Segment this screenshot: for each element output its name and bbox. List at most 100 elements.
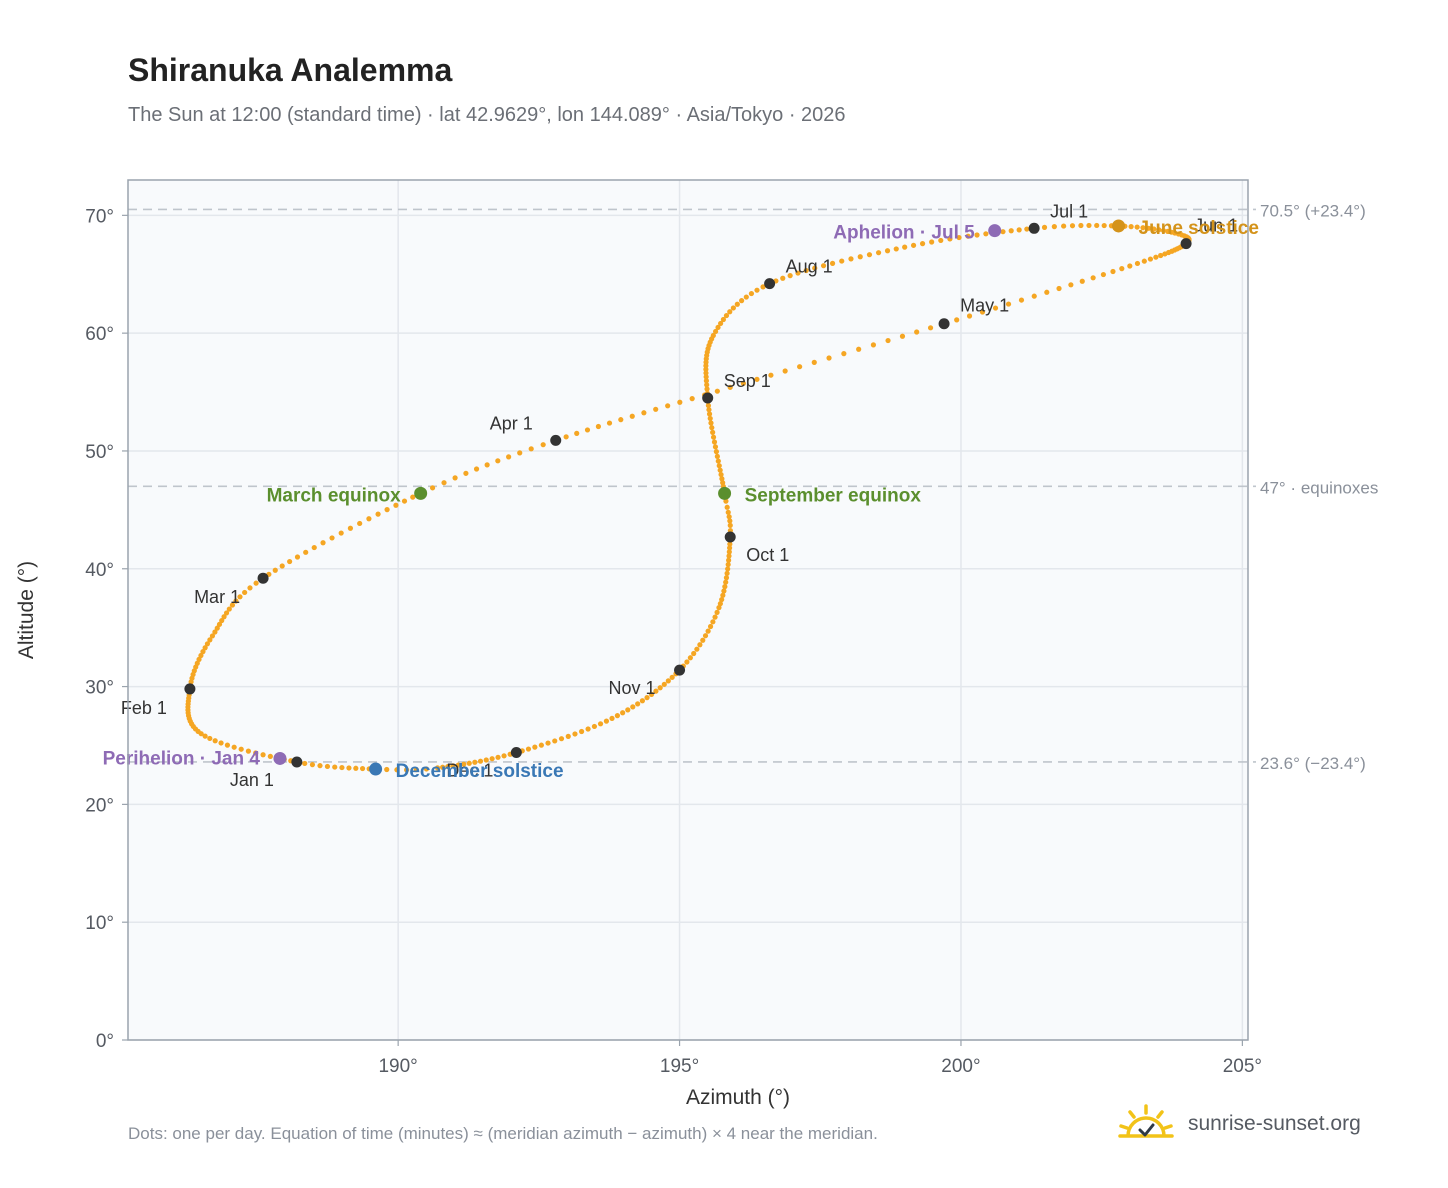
y-tick-label: 70° xyxy=(85,206,114,227)
daily-sun-dot xyxy=(1165,228,1171,234)
daily-sun-dot xyxy=(532,744,538,750)
daily-sun-dot xyxy=(710,619,716,625)
daily-sun-dot xyxy=(229,602,236,608)
daily-sun-dot xyxy=(724,504,730,510)
daily-sun-dot xyxy=(403,767,410,773)
daily-sun-dot xyxy=(927,325,934,331)
daily-sun-dot xyxy=(726,557,732,563)
daily-sun-dot xyxy=(954,317,960,323)
month-label: Apr 1 xyxy=(490,413,533,433)
daily-sun-dot xyxy=(1147,256,1154,262)
daily-sun-dot xyxy=(914,329,920,335)
event-label: June solstice xyxy=(1139,218,1259,239)
daily-sun-dot xyxy=(938,237,944,244)
daily-sun-dot xyxy=(463,470,469,476)
daily-sun-dot xyxy=(384,766,390,773)
daily-sun-dot xyxy=(754,376,760,382)
month-marker xyxy=(1180,238,1192,250)
daily-sun-dot xyxy=(219,617,225,624)
daily-sun-dot xyxy=(653,688,659,694)
sun-icon xyxy=(1118,1104,1174,1138)
y-tick-label: 40° xyxy=(85,560,114,581)
x-tick-label: 200° xyxy=(941,1056,980,1077)
daily-sun-dot xyxy=(473,466,480,472)
y-tick-label: 50° xyxy=(85,442,114,463)
daily-sun-dot xyxy=(884,248,891,254)
daily-sun-dot xyxy=(597,721,604,727)
brand[interactable]: sunrise-sunset.org xyxy=(1118,1102,1361,1146)
daily-sun-dot xyxy=(384,507,390,513)
reference-lines: 70.5° (+23.4°) 47° · equinoxes 23.6° (−23.… xyxy=(128,201,1378,773)
daily-sun-dot xyxy=(715,324,721,331)
daily-sun-dot xyxy=(1000,229,1006,235)
daily-sun-dot xyxy=(718,320,724,327)
daily-sun-dot xyxy=(287,558,293,565)
daily-sun-dot xyxy=(811,359,817,365)
event-label: March equinox xyxy=(267,485,402,506)
daily-sun-dot xyxy=(727,384,733,390)
daily-sun-dot xyxy=(725,509,731,515)
daily-sun-dot xyxy=(703,370,709,376)
y-tick-label: 20° xyxy=(85,795,114,816)
daily-sun-dot xyxy=(214,625,220,631)
event-marker xyxy=(988,224,1002,238)
daily-sun-dot xyxy=(332,764,338,770)
daily-sun-dot xyxy=(1041,224,1048,230)
daily-sun-dot xyxy=(393,502,399,508)
plot-area xyxy=(128,180,1248,1040)
daily-sun-dot xyxy=(721,588,727,594)
daily-sun-dot xyxy=(218,740,224,746)
daily-sun-dot xyxy=(237,594,243,600)
daily-sun-dot xyxy=(245,748,252,754)
month-marker xyxy=(938,318,950,330)
daily-sun-dot xyxy=(723,312,730,319)
markers: Jan 1 Feb 1 Mar 1 Apr 1 May 1 Jun 1 Jul 1 Aug 1… xyxy=(103,201,1259,790)
daily-sun-dot xyxy=(885,337,891,344)
month-marker xyxy=(257,572,269,584)
daily-sun-dot xyxy=(720,316,727,323)
daily-sun-dot xyxy=(1151,226,1157,232)
daily-sun-dot xyxy=(983,231,989,237)
daily-sun-dot xyxy=(691,650,697,657)
month-label: Feb 1 xyxy=(121,698,167,718)
daily-sun-dot xyxy=(760,284,766,290)
reference-line-label: 70.5° (+23.4°) xyxy=(1260,201,1366,220)
daily-sun-dot xyxy=(703,366,709,372)
daily-sun-dot xyxy=(929,239,935,245)
month-marker xyxy=(510,747,522,759)
daily-sun-dot xyxy=(740,380,746,386)
daily-sun-dot xyxy=(317,763,323,769)
grid xyxy=(128,180,1248,1041)
daily-sun-dot xyxy=(1008,228,1014,234)
event-marker xyxy=(1112,219,1126,233)
daily-sun-dot xyxy=(653,406,659,412)
daily-sun-dot xyxy=(724,570,730,576)
daily-sun-dot xyxy=(1145,225,1152,231)
daily-sun-dot xyxy=(723,575,730,581)
daily-sun-dot xyxy=(375,511,381,517)
daily-sun-dot xyxy=(629,413,635,419)
daily-sun-dot xyxy=(489,756,495,762)
month-label: Jan 1 xyxy=(230,770,274,790)
daily-sun-dot xyxy=(1110,268,1116,275)
daily-sun-dot xyxy=(956,234,962,241)
daily-sun-dot xyxy=(703,363,709,369)
daily-sun-dot xyxy=(466,760,472,766)
daily-sun-dot xyxy=(1134,224,1140,230)
daily-sun-dot xyxy=(697,642,703,648)
daily-sun-dot xyxy=(848,256,854,262)
daily-sun-dot xyxy=(247,585,253,591)
daily-sun-dot xyxy=(501,753,507,759)
daily-sun-dot xyxy=(309,762,316,768)
daily-sun-dot xyxy=(899,333,906,339)
daily-sun-dot xyxy=(311,544,317,551)
daily-sun-dot xyxy=(705,402,712,409)
daily-sun-dot xyxy=(727,518,733,524)
daily-sun-dot xyxy=(1051,224,1057,230)
daily-sun-dot xyxy=(947,236,953,242)
daily-sun-dot xyxy=(919,241,926,247)
daily-sun-dot xyxy=(677,399,683,405)
daily-sun-dot xyxy=(202,645,208,651)
daily-sun-dot xyxy=(563,434,569,440)
daily-sun-dot xyxy=(221,614,227,620)
